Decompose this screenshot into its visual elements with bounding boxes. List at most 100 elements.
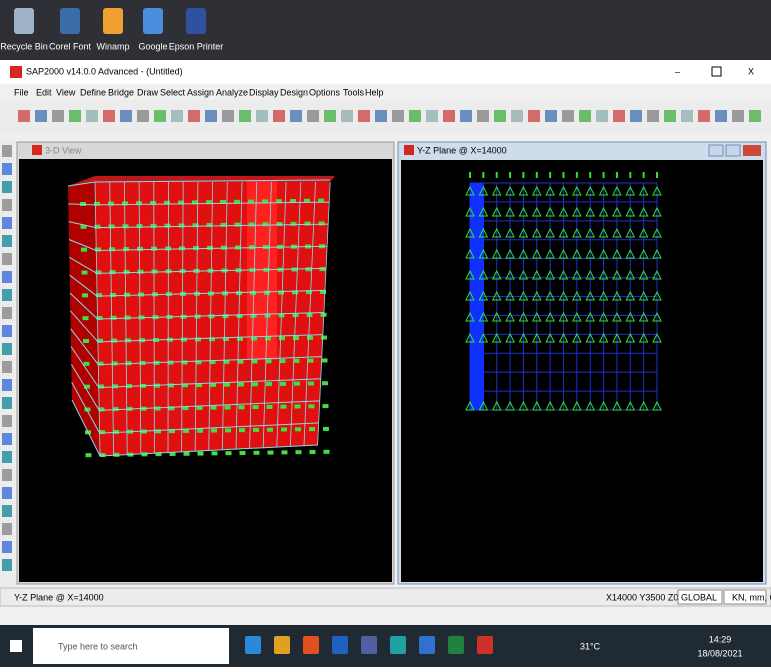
toolbar-button[interactable] bbox=[273, 110, 285, 122]
tool-button[interactable] bbox=[2, 523, 12, 535]
start-button[interactable] bbox=[10, 640, 22, 652]
toolbar-button[interactable] bbox=[613, 110, 625, 122]
toolbar-button[interactable] bbox=[205, 110, 217, 122]
menu-item[interactable]: View bbox=[56, 87, 76, 97]
toolbar-button[interactable] bbox=[579, 110, 591, 122]
toolbar-button[interactable] bbox=[698, 110, 710, 122]
tool-button[interactable] bbox=[2, 343, 12, 355]
desktop-icon[interactable] bbox=[186, 8, 206, 34]
menu-item[interactable]: File bbox=[14, 87, 29, 97]
toolbar-button[interactable] bbox=[511, 110, 523, 122]
toolbar-button[interactable] bbox=[171, 110, 183, 122]
menu-item[interactable]: Define bbox=[80, 87, 106, 97]
menu-item[interactable]: Help bbox=[365, 87, 384, 97]
toolbar-button[interactable] bbox=[630, 110, 642, 122]
desktop-icon[interactable] bbox=[103, 8, 123, 34]
minimize-button[interactable]: – bbox=[675, 66, 680, 76]
menu-item[interactable]: Options bbox=[309, 87, 341, 97]
tool-button[interactable] bbox=[2, 505, 12, 517]
toolbar-button[interactable] bbox=[86, 110, 98, 122]
tool-button[interactable] bbox=[2, 325, 12, 337]
desktop-icon[interactable] bbox=[143, 8, 163, 34]
toolbar-button[interactable] bbox=[392, 110, 404, 122]
toolbar-button[interactable] bbox=[239, 110, 251, 122]
toolbar-button[interactable] bbox=[528, 110, 540, 122]
tool-button[interactable] bbox=[2, 487, 12, 499]
units-select[interactable] bbox=[723, 589, 767, 605]
toolbar-button[interactable] bbox=[358, 110, 370, 122]
tool-button[interactable] bbox=[2, 289, 12, 301]
toolbar-button[interactable] bbox=[443, 110, 455, 122]
toolbar-button[interactable] bbox=[341, 110, 353, 122]
tool-button[interactable] bbox=[2, 235, 12, 247]
toolbar-button[interactable] bbox=[52, 110, 64, 122]
maximize-button[interactable] bbox=[725, 144, 741, 157]
toolbar-button[interactable] bbox=[647, 110, 659, 122]
tool-button[interactable] bbox=[2, 433, 12, 445]
tool-button[interactable] bbox=[2, 361, 12, 373]
toolbar-button[interactable] bbox=[596, 110, 608, 122]
tool-button[interactable] bbox=[2, 145, 12, 157]
tool-button[interactable] bbox=[2, 181, 12, 193]
toolbar-button[interactable] bbox=[426, 110, 438, 122]
tool-button[interactable] bbox=[2, 217, 12, 229]
toolbar-button[interactable] bbox=[681, 110, 693, 122]
toolbar-button[interactable] bbox=[460, 110, 472, 122]
toolbar-button[interactable] bbox=[222, 110, 234, 122]
toolbar-button[interactable] bbox=[749, 110, 761, 122]
tool-button[interactable] bbox=[2, 307, 12, 319]
tool-button[interactable] bbox=[2, 379, 12, 391]
toolbar-button[interactable] bbox=[290, 110, 302, 122]
toolbar-button[interactable] bbox=[664, 110, 676, 122]
toolbar-button[interactable] bbox=[137, 110, 149, 122]
tool-button[interactable] bbox=[2, 559, 12, 571]
toolbar-button[interactable] bbox=[18, 110, 30, 122]
toolbar-button[interactable] bbox=[154, 110, 166, 122]
tool-button[interactable] bbox=[2, 253, 12, 265]
toolbar-button[interactable] bbox=[120, 110, 132, 122]
menu-item[interactable]: Bridge bbox=[108, 87, 134, 97]
taskbar-app[interactable] bbox=[419, 636, 435, 654]
toolbar-button[interactable] bbox=[715, 110, 727, 122]
tool-button[interactable] bbox=[2, 271, 12, 283]
close-button[interactable]: X bbox=[748, 66, 754, 76]
toolbar-button[interactable] bbox=[256, 110, 268, 122]
toolbar-button[interactable] bbox=[103, 110, 115, 122]
taskbar-app[interactable] bbox=[448, 636, 464, 654]
tool-button[interactable] bbox=[2, 469, 12, 481]
tool-button[interactable] bbox=[2, 451, 12, 463]
toolbar-button[interactable] bbox=[188, 110, 200, 122]
maximize-button[interactable] bbox=[711, 66, 722, 77]
menu-item[interactable]: Draw bbox=[137, 87, 159, 97]
toolbar-button[interactable] bbox=[409, 110, 421, 122]
close-button[interactable] bbox=[743, 145, 761, 156]
tool-button[interactable] bbox=[2, 199, 12, 211]
toolbar-button[interactable] bbox=[494, 110, 506, 122]
toolbar-button[interactable] bbox=[35, 110, 47, 122]
taskbar-app[interactable] bbox=[332, 636, 348, 654]
tool-button[interactable] bbox=[2, 163, 12, 175]
toolbar-button[interactable] bbox=[545, 110, 557, 122]
toolbar-button[interactable] bbox=[307, 110, 319, 122]
toolbar-button[interactable] bbox=[562, 110, 574, 122]
toolbar-button[interactable] bbox=[324, 110, 336, 122]
menu-item[interactable]: Tools bbox=[343, 87, 365, 97]
tool-button[interactable] bbox=[2, 541, 12, 553]
menu-item[interactable]: Select bbox=[160, 87, 186, 97]
desktop-icon[interactable] bbox=[14, 8, 34, 34]
tool-button[interactable] bbox=[2, 415, 12, 427]
taskbar-app[interactable] bbox=[477, 636, 493, 654]
coord-system-select[interactable] bbox=[677, 589, 723, 605]
tool-button[interactable] bbox=[2, 397, 12, 409]
toolbar-button[interactable] bbox=[69, 110, 81, 122]
menu-item[interactable]: Analyze bbox=[216, 87, 248, 97]
search-box[interactable] bbox=[33, 628, 229, 664]
toolbar-button[interactable] bbox=[375, 110, 387, 122]
toolbar-button[interactable] bbox=[477, 110, 489, 122]
menu-item[interactable]: Design bbox=[280, 87, 308, 97]
taskbar-app[interactable] bbox=[303, 636, 319, 654]
minimize-button[interactable] bbox=[708, 144, 724, 157]
desktop-icon[interactable] bbox=[60, 8, 80, 34]
taskbar-app[interactable] bbox=[361, 636, 377, 654]
taskbar-app[interactable] bbox=[274, 636, 290, 654]
